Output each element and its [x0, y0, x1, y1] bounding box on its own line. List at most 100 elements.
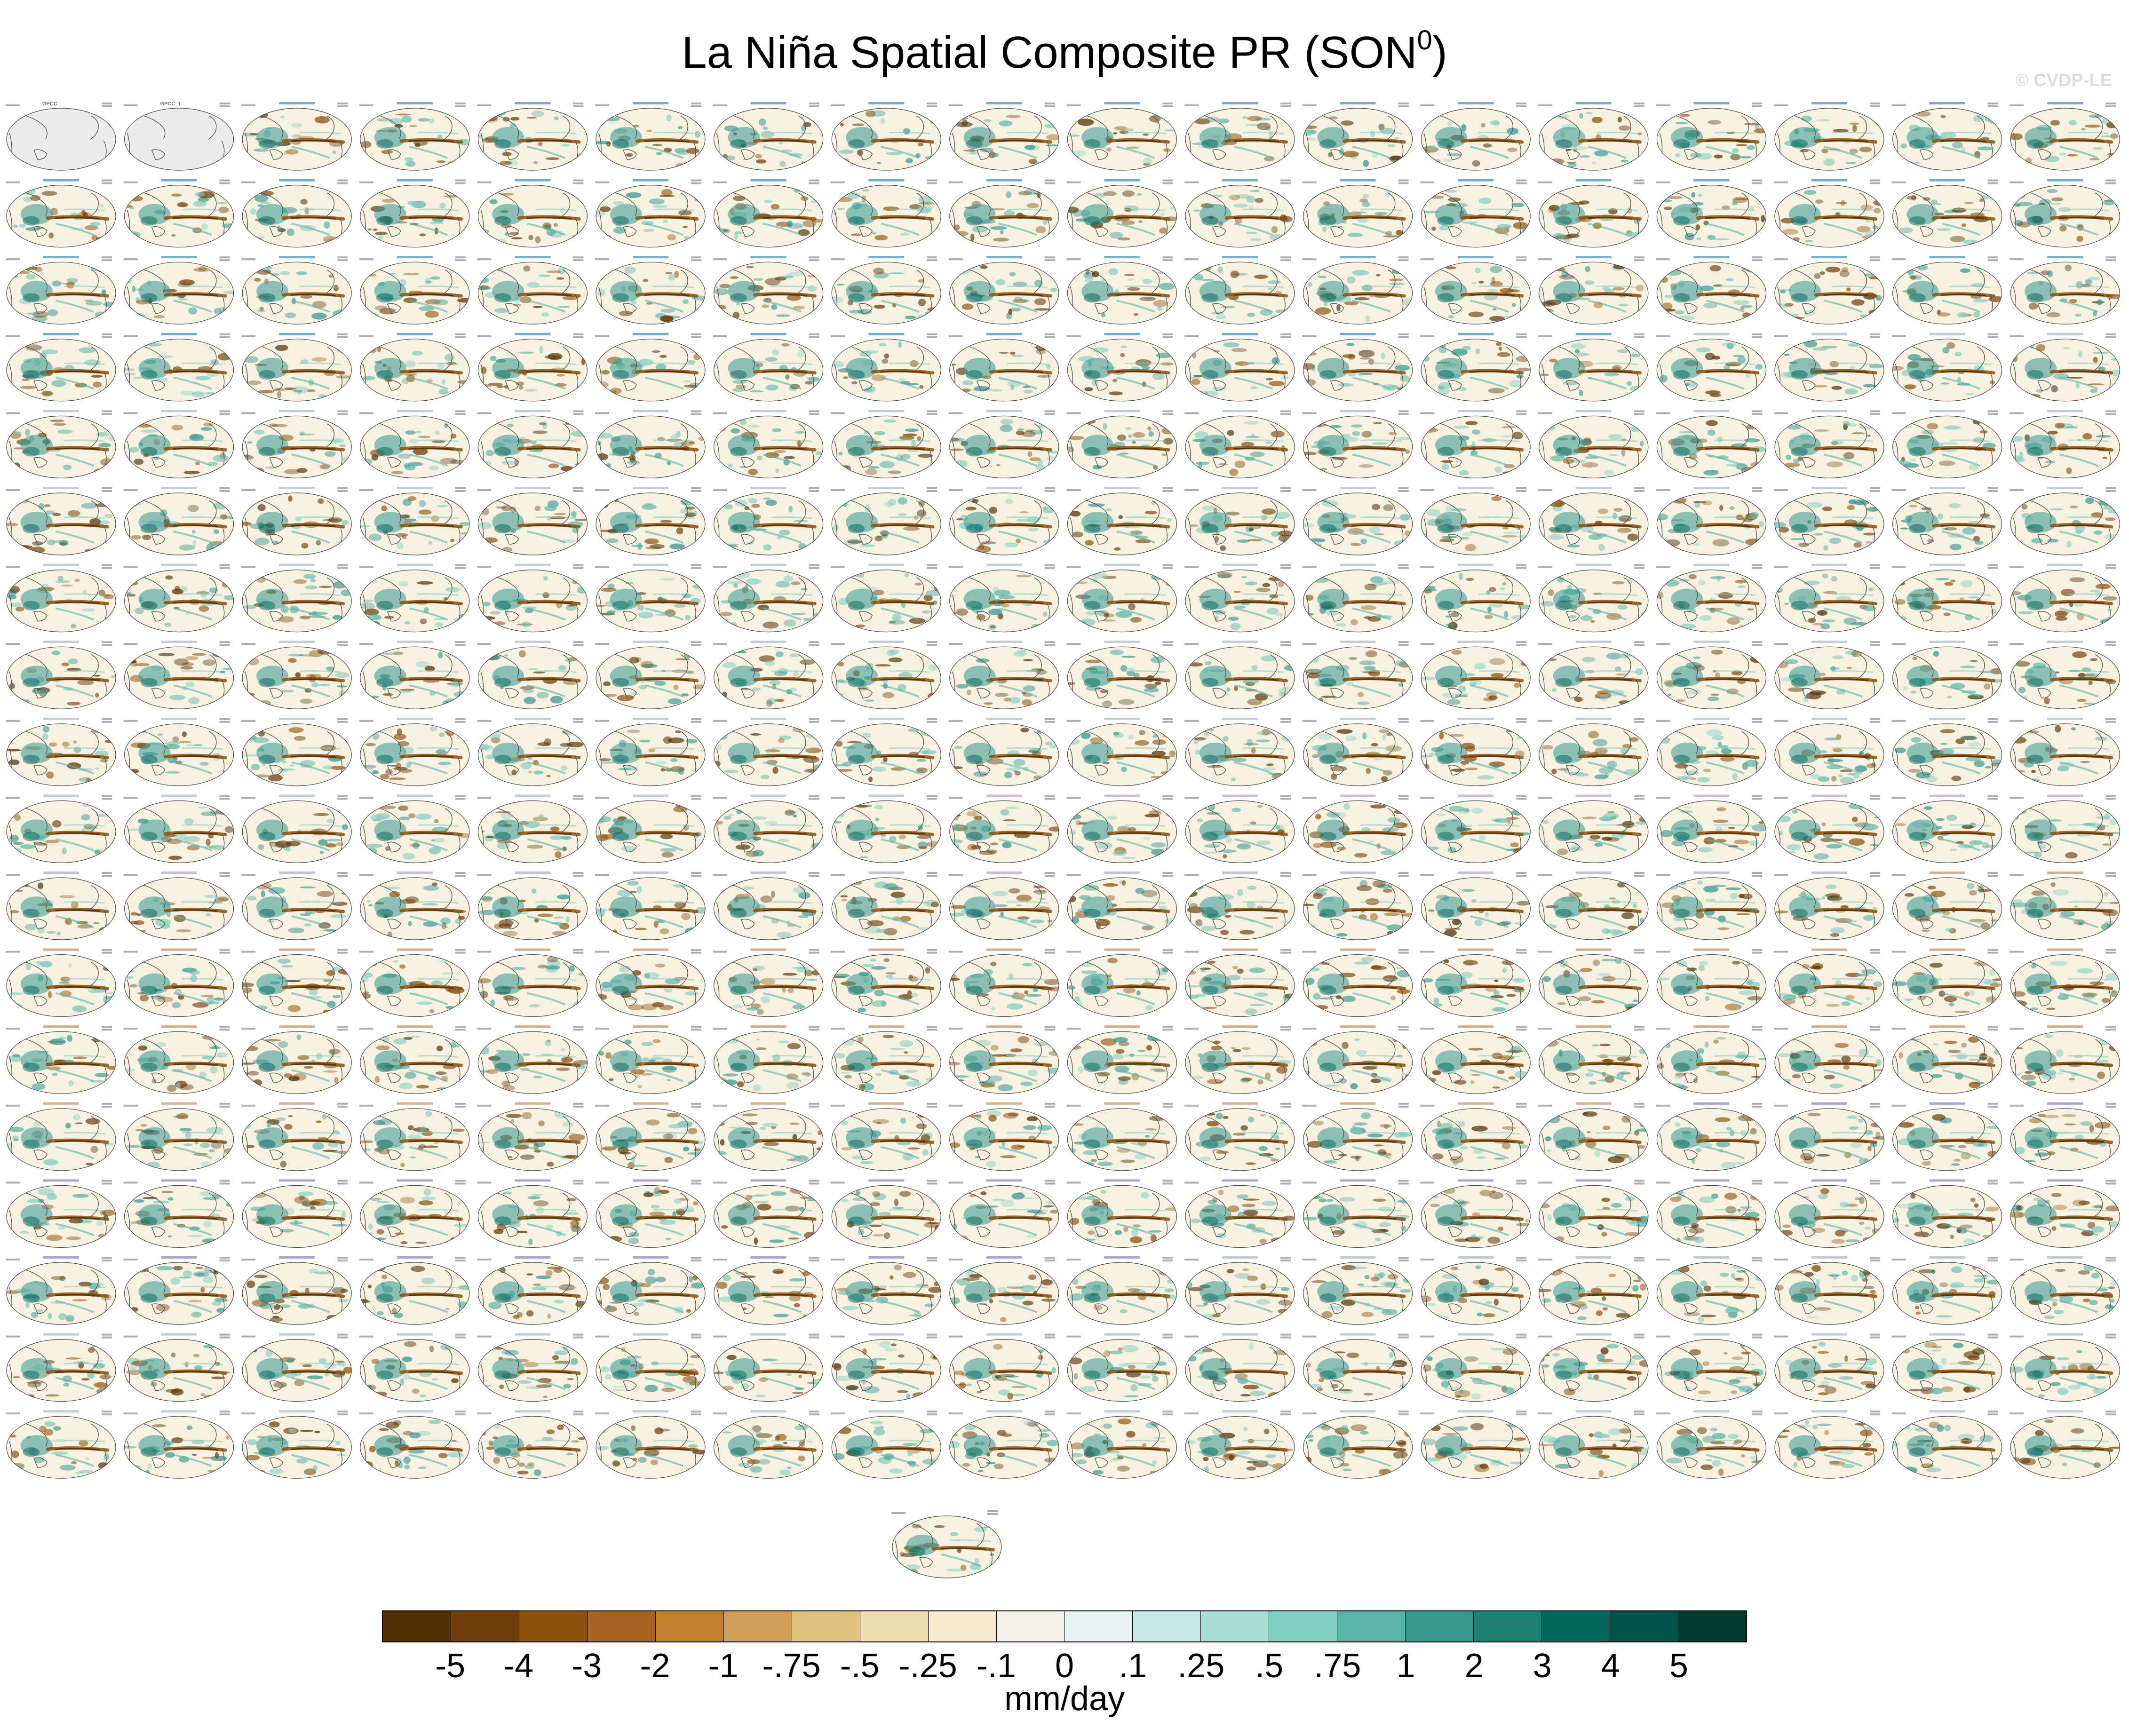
stat-label [1987, 487, 1998, 489]
wet-anomaly [848, 216, 865, 226]
anomaly-blob [1445, 505, 1455, 513]
anomaly-blob [17, 545, 31, 551]
period-label [1891, 104, 1906, 106]
anomaly-blob [1497, 352, 1511, 357]
stat-label [1516, 256, 1527, 259]
anomaly-blob [596, 190, 606, 193]
anomaly-blob [1847, 343, 1860, 347]
anomaly-blob [51, 380, 66, 387]
anomaly-blob [1004, 542, 1018, 547]
stat-label [2105, 410, 2116, 412]
anomaly-blob [2018, 611, 2034, 614]
anomaly-blob [1729, 506, 1735, 510]
anomaly-blob [1627, 533, 1638, 541]
wet-anomaly [612, 216, 629, 226]
anomaly-blob [52, 513, 61, 516]
anomaly-blob [226, 516, 234, 519]
map-panel [831, 563, 941, 633]
model-label [1222, 102, 1258, 104]
coastline [1684, 149, 1698, 160]
anomaly-blob [1990, 160, 2002, 166]
anomaly-blob [74, 579, 80, 582]
map-panel [1302, 487, 1413, 555]
stat-label [1162, 256, 1173, 259]
anomaly-blob [1661, 114, 1667, 116]
stat-label [1044, 333, 1055, 335]
model-label [868, 487, 905, 489]
anomaly-blob [278, 616, 294, 623]
stat-label [1987, 259, 1998, 262]
anomaly-blob [181, 586, 188, 592]
period-label [1066, 489, 1081, 491]
anomaly-blob [201, 223, 208, 230]
anomaly-blob [1347, 233, 1363, 237]
wet-anomaly [730, 524, 747, 533]
map-panel [1656, 256, 1766, 325]
anomaly-blob [1950, 579, 1956, 583]
anomaly-blob [1851, 432, 1866, 435]
anomaly-blob [1478, 198, 1492, 204]
anomaly-blob [361, 622, 378, 629]
map-border [1656, 185, 1766, 248]
stat-label [573, 487, 584, 489]
anomaly-blob [1350, 619, 1358, 626]
coastline [326, 115, 335, 140]
anomaly-blob [1250, 238, 1262, 241]
map-panel [713, 410, 824, 479]
coastline [1269, 115, 1278, 140]
anomaly-blob [293, 579, 307, 584]
anomaly-blob [989, 507, 998, 514]
model-label [279, 102, 315, 104]
anomaly-blob [1680, 623, 1696, 629]
wet-anomaly [494, 293, 511, 303]
model-label [750, 563, 786, 566]
anomaly-blob [949, 448, 964, 451]
anomaly-blob [1585, 112, 1593, 114]
anomaly-blob [1504, 610, 1509, 618]
anomaly-blob [1613, 264, 1626, 270]
anomaly-blob [538, 274, 551, 277]
stat-label [1162, 105, 1173, 107]
anomaly-blob [852, 123, 865, 127]
anomaly-blob [578, 236, 588, 243]
anomaly-blob [1275, 309, 1292, 314]
dry-anomaly-core [1823, 216, 1868, 220]
anomaly-blob [1230, 623, 1241, 630]
anomaly-blob [1383, 504, 1394, 511]
map-panel [1538, 563, 1649, 633]
anomaly-blob [669, 543, 685, 550]
anomaly-blob [128, 543, 137, 547]
anomaly-blob [1072, 496, 1079, 501]
stat-label [455, 490, 466, 492]
map-panel [1774, 256, 1884, 325]
anomaly-blob [1691, 192, 1696, 198]
wet-anomaly [258, 601, 276, 610]
anomaly-blob [1823, 158, 1835, 166]
dry-anomaly-core [408, 140, 454, 143]
anomaly-blob [1733, 300, 1750, 305]
anomaly-blob [1189, 421, 1205, 424]
period-label [1538, 566, 1552, 568]
map-panel [1538, 256, 1649, 325]
anomaly-blob [1841, 199, 1845, 206]
period-label [1184, 104, 1199, 106]
model-label [2047, 102, 2083, 104]
anomaly-blob [528, 235, 533, 240]
model-label [868, 256, 905, 259]
map-panel [1184, 179, 1295, 248]
wet-anomaly [1791, 601, 1808, 610]
anomaly-blob [619, 310, 633, 317]
map-panel [948, 487, 1059, 555]
anomaly-blob [898, 341, 902, 348]
stat-label [573, 182, 584, 184]
anomaly-blob [539, 346, 544, 354]
stat-label [1987, 333, 1998, 335]
anomaly-blob [226, 538, 234, 543]
wet-anomaly-band [55, 222, 95, 236]
anomaly-blob [30, 195, 40, 201]
anomaly-blob [1896, 343, 1903, 350]
stat-label [1044, 179, 1055, 182]
period-label [1891, 489, 1906, 491]
anomaly-blob [874, 431, 886, 436]
model-label [1104, 563, 1140, 566]
